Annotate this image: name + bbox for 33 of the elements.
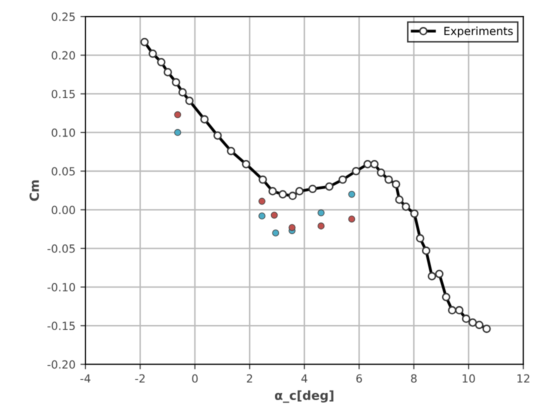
y-tick-label: -0.20: [48, 360, 75, 369]
point: [318, 209, 325, 216]
point: [348, 190, 356, 198]
y-axis-title: Cm: [30, 180, 39, 201]
y-tick-label: 0.10: [52, 128, 75, 137]
point: [258, 212, 266, 220]
point: [348, 216, 356, 222]
x-tick-label: 10: [462, 374, 475, 383]
x-tick-label: -4: [80, 374, 90, 382]
x-tick-label: 0: [192, 374, 198, 383]
point: [288, 224, 296, 231]
y-tick-label: 0.00: [52, 206, 75, 214]
x-axis-title: α_c[deg]: [274, 390, 334, 403]
y-tick-label: -0.15: [48, 322, 75, 330]
point: [318, 222, 325, 230]
point: [272, 229, 280, 236]
y-tick-label: 0.15: [52, 90, 75, 98]
x-tick-label: 6: [356, 374, 362, 383]
point: [174, 111, 182, 118]
x-tick-label: 4: [301, 374, 308, 382]
legend-label: Experiments: [444, 26, 513, 38]
y-tick-label: -0.05: [48, 244, 75, 253]
point: [270, 212, 278, 219]
x-tick-label: -2: [135, 374, 145, 382]
point: [258, 198, 266, 205]
y-tick-label: -0.10: [48, 283, 75, 292]
x-tick-label: 8: [411, 374, 417, 383]
y-tick-label: 0.20: [52, 51, 75, 60]
y-tick-label: 0.05: [52, 167, 75, 176]
y-tick-label: 0.25: [52, 12, 75, 21]
point: [174, 129, 182, 136]
x-tick-label: 2: [246, 374, 252, 382]
x-tick-label: 12: [517, 374, 530, 382]
